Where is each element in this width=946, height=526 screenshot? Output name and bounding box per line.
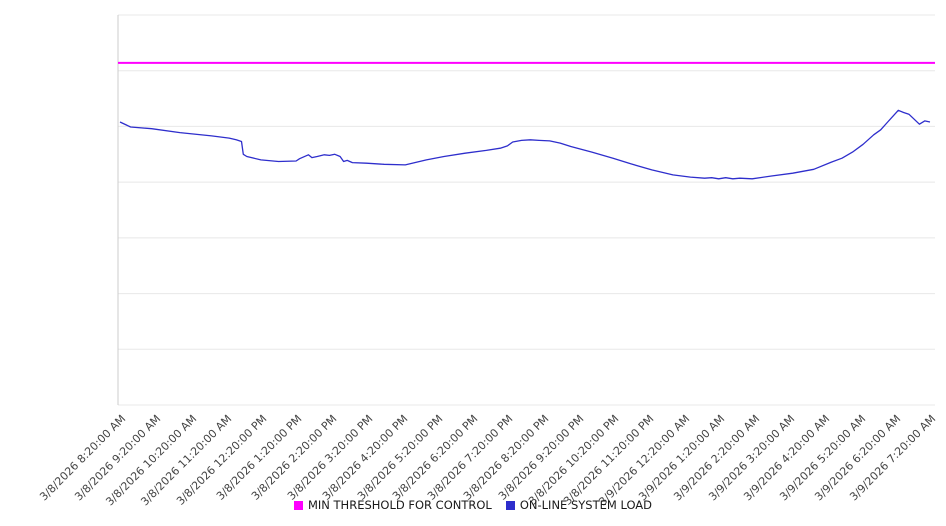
plot-area [117,14,935,406]
x-axis-label: 3/9/2026 3:20:00 AM [706,412,798,504]
x-axis-label: 3/8/2026 9:20:00 PM [495,412,587,503]
x-axis-label: 3/8/2026 3:20:00 PM [284,412,375,503]
x-axis-label: 3/8/2026 2:20:00 PM [249,412,340,503]
x-axis-label: 3/8/2026 7:20:00 PM [425,412,516,503]
x-axis-label: 3/9/2026 4:20:00 AM [741,412,833,504]
legend-swatch-icon [505,500,515,510]
x-axis-label: 3/8/2026 10:20:00 PM [526,412,622,508]
x-axis-label: 3/8/2026 11:20:00 AM [138,412,235,509]
x-axis-label: 3/9/2026 2:20:00 AM [671,412,763,504]
legend-item: ON-LINE SYSTEM LOAD [505,498,653,512]
x-axis-label: 3/8/2026 4:20:00 PM [319,412,411,503]
x-axis-label: 3/8/2026 9:20:00 AM [72,412,164,504]
x-axis-label: 3/8/2026 8:20:00 PM [460,412,552,503]
legend-item: MIN THRESHOLD FOR CONTROL [293,498,492,512]
x-axis-label: 3/8/2026 1:20:00 PM [214,412,305,503]
x-axis-label: 3/8/2026 8:20:00 AM [37,412,129,504]
legend: MIN THRESHOLD FOR CONTROL ON-LINE SYSTEM … [0,498,946,512]
legend-label: MIN THRESHOLD FOR CONTROL [307,498,492,512]
x-axis-label: 3/9/2026 6:20:00 AM [812,412,904,504]
legend-label: ON-LINE SYSTEM LOAD [519,498,653,512]
gridlines [118,14,935,406]
x-axis-label: 3/9/2026 12:20:00 AM [595,412,692,509]
x-axis-label: 3/8/2026 10:20:00 AM [102,412,199,509]
x-axis-label: 3/9/2026 5:20:00 AM [776,412,869,504]
x-axis-label: 3/8/2026 12:20:00 PM [173,412,270,508]
x-axis-label: 3/9/2026 1:20:00 AM [636,412,728,504]
legend-swatch-icon [293,500,303,510]
x-axis-label: 3/8/2026 6:20:00 PM [390,412,481,503]
x-axis-label: 3/9/2026 7:20:00 AM [847,412,939,504]
x-axis-label: 3/8/2026 5:20:00 PM [355,412,446,503]
x-axis-label: 3/8/2026 11:20:00 PM [561,412,657,508]
system-load-line [119,109,931,180]
